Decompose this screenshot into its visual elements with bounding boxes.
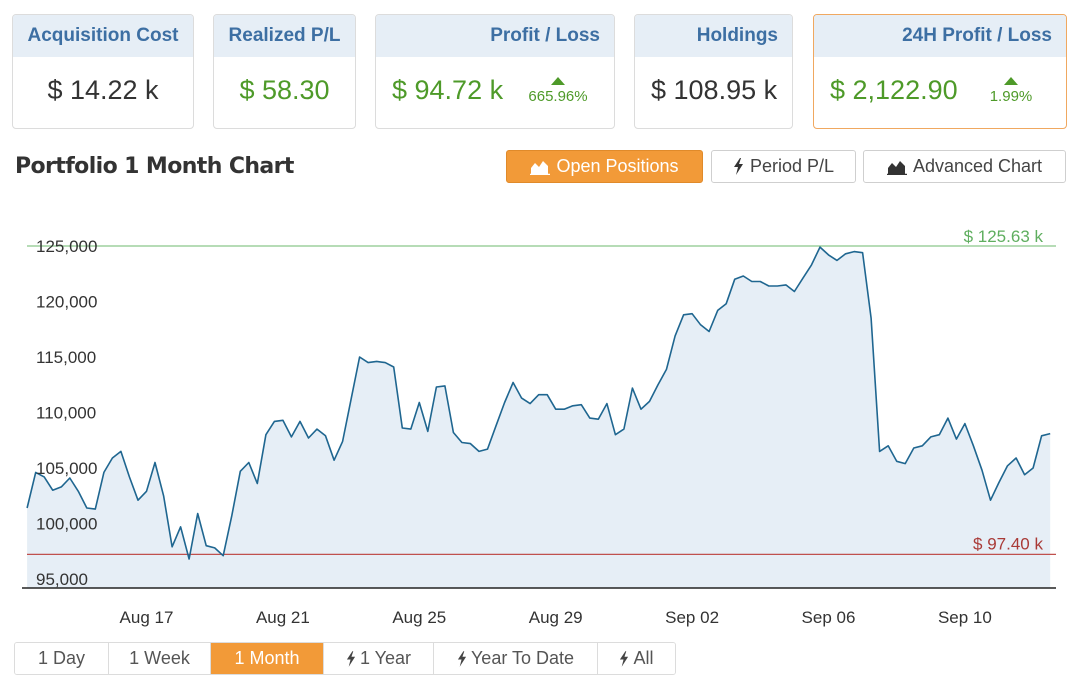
profit-24h-value: $ 2,122.90 [830, 75, 958, 105]
min-value-label: $ 97.40 k [973, 534, 1043, 553]
area-chart-icon [530, 160, 551, 175]
open-positions-label: Open Positions [556, 156, 679, 176]
holdings-label: Holdings [635, 15, 792, 57]
profit-24h-card: 24H Profit / Loss $ 2,122.90 1.99% [813, 14, 1067, 129]
period-pl-button[interactable]: Period P/L [711, 150, 856, 183]
x-tick-label: Sep 02 [665, 608, 719, 627]
up-arrow-icon [1004, 77, 1018, 85]
holdings-card: Holdings $ 108.95 k [634, 14, 793, 129]
lightning-icon [457, 650, 467, 667]
range-1-year-button[interactable]: 1 Year [324, 643, 434, 674]
lightning-icon [620, 650, 629, 667]
up-arrow-icon [551, 77, 565, 85]
open-positions-button[interactable]: Open Positions [506, 150, 703, 183]
x-tick-label: Aug 17 [120, 608, 174, 627]
realized-pl-label: Realized P/L [214, 15, 355, 57]
range-all-button[interactable]: All [598, 643, 675, 674]
max-value-label: $ 125.63 k [964, 227, 1044, 246]
y-tick-label: 120,000 [36, 293, 97, 312]
x-tick-label: Sep 10 [938, 608, 992, 627]
profit-loss-label: Profit / Loss [376, 15, 614, 57]
profit-24h-delta-value: 1.99% [989, 88, 1033, 105]
x-tick-label: Sep 06 [802, 608, 856, 627]
range-selector: 1 Day 1 Week 1 Month 1 Year Year To Date… [14, 642, 676, 675]
range-1-week-button[interactable]: 1 Week [109, 643, 211, 674]
range-1-month-button[interactable]: 1 Month [211, 643, 324, 674]
range-all-label: All [633, 648, 654, 668]
range-ytd-label: Year To Date [470, 648, 575, 668]
y-tick-label: 125,000 [36, 237, 97, 256]
portfolio-chart: 95,000 100,000 105,000 110,000 115,000 120,00… [22, 227, 1056, 627]
period-pl-label: Period P/L [749, 156, 835, 176]
range-1-day-label: 1 Day [37, 648, 86, 668]
profit-24h-label: 24H Profit / Loss [814, 15, 1066, 57]
y-tick-label: 115,000 [36, 348, 96, 367]
range-ytd-button[interactable]: Year To Date [434, 643, 598, 674]
range-1-day-button[interactable]: 1 Day [15, 643, 109, 674]
profit-loss-delta: 665.96% [518, 77, 598, 105]
lightning-icon [733, 158, 743, 175]
range-1-month-label: 1 Month [234, 648, 300, 668]
range-1-year-label: 1 Year [359, 648, 412, 668]
profit-loss-delta-value: 665.96% [528, 88, 588, 105]
acquisition-cost-card: Acquisition Cost $ 14.22 k [12, 14, 194, 129]
realized-pl-card: Realized P/L $ 58.30 [213, 14, 356, 129]
x-tick-label: Aug 21 [256, 608, 310, 627]
acquisition-cost-label: Acquisition Cost [13, 15, 193, 57]
y-tick-label: 105,000 [36, 459, 97, 478]
x-tick-label: Aug 29 [529, 608, 583, 627]
advanced-chart-button[interactable]: Advanced Chart [863, 150, 1066, 183]
realized-pl-value: $ 58.30 [239, 75, 330, 105]
area-chart-icon [886, 160, 907, 175]
range-1-week-label: 1 Week [129, 648, 190, 668]
y-tick-label: 95,000 [36, 570, 88, 589]
advanced-chart-label: Advanced Chart [912, 156, 1043, 176]
lightning-icon [346, 650, 356, 667]
profit-loss-value: $ 94.72 k [392, 75, 504, 105]
acquisition-cost-value: $ 14.22 k [47, 75, 159, 105]
profit-loss-card: Profit / Loss $ 94.72 k 665.96% [375, 14, 615, 129]
holdings-value: $ 108.95 k [651, 75, 778, 105]
portfolio-value-line [26, 246, 1051, 560]
profit-24h-delta: 1.99% [971, 77, 1051, 105]
area-fill [27, 247, 1051, 588]
y-tick-label: 100,000 [36, 515, 97, 534]
y-tick-label: 110,000 [36, 404, 96, 423]
x-tick-label: Aug 25 [392, 608, 446, 627]
chart-title: Portfolio 1 Month Chart [15, 154, 294, 179]
